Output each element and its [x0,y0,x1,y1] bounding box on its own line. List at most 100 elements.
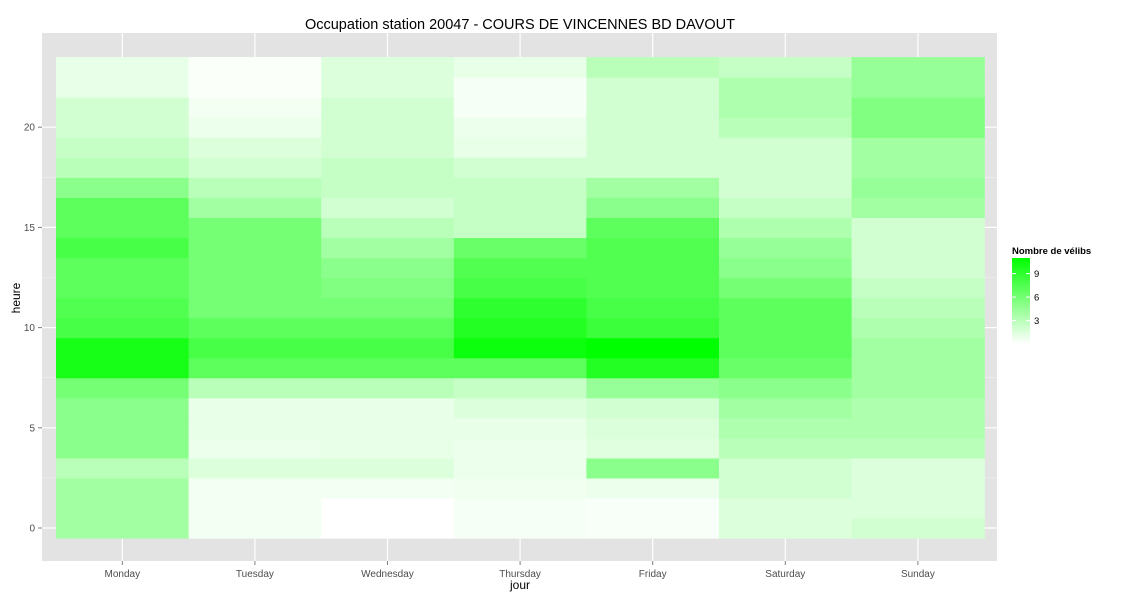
heatmap-cell [852,458,985,479]
heatmap-cell [852,398,985,419]
heatmap-cell [852,197,985,218]
heatmap-cell [586,278,719,299]
heatmap-cell [586,97,719,118]
heatmap-cell [586,518,719,539]
heatmap-cell [454,498,587,519]
heatmap-cell [852,358,985,379]
x-tick-label: Monday [105,569,141,580]
heatmap-cell [719,478,852,499]
heatmap-cell [719,358,852,379]
heatmap-cell [719,137,852,158]
y-axis-title: heure [9,282,23,313]
y-axis: 05101520 [24,123,42,535]
heatmap-cell [189,398,322,419]
heatmap-cell [719,378,852,399]
heatmap-cell [454,257,587,278]
heatmap-cell [56,177,189,198]
heatmap-cell [56,298,189,319]
heatmap-cell [454,237,587,258]
heatmap-cell [56,418,189,439]
heatmap-cell [56,498,189,519]
heatmap-cell [719,458,852,479]
heatmap-cell [852,518,985,539]
heatmap-cell [56,97,189,118]
heatmap-cell [56,518,189,539]
heatmap-cell [56,378,189,399]
heatmap-cell [719,318,852,339]
heatmap-cell [852,117,985,138]
heatmap-cell [719,177,852,198]
heatmap-cell [321,318,454,339]
heatmap-cell [454,97,587,118]
heatmap-cell [586,237,719,258]
heatmap-cell [586,57,719,78]
heatmap-cell [189,458,322,479]
heatmap-cell [454,338,587,359]
heatmap-cell [321,518,454,539]
heatmap-cell [56,257,189,278]
heatmap-cell [852,157,985,178]
x-tick-label: Tuesday [236,569,274,580]
heatmap-cell [189,117,322,138]
heatmap-cell [454,217,587,238]
heatmap-cell [56,318,189,339]
heatmap-cell [852,378,985,399]
heatmap-cell [321,237,454,258]
heatmap-cell [852,257,985,278]
heatmap-cell [56,217,189,238]
heatmap-cell [321,458,454,479]
heatmap-cell [189,358,322,379]
heatmap-cell [321,358,454,379]
heatmap-cell [189,237,322,258]
heatmap-cell [719,237,852,258]
heatmap-cell [852,97,985,118]
heatmap-cell [454,458,587,479]
heatmap-cell [56,458,189,479]
heatmap-cell [586,418,719,439]
heatmap-cell [189,298,322,319]
heatmap-cell [189,418,322,439]
heatmap-cell [56,77,189,98]
heatmap-cell [719,217,852,238]
heatmap-cell [321,117,454,138]
heatmap-cell [56,57,189,78]
heatmap-cell [719,97,852,118]
heatmap-cell [189,57,322,78]
heatmap-cell [454,57,587,78]
heatmap-cell [454,518,587,539]
heatmap-cell [852,498,985,519]
heatmap-cell [586,378,719,399]
heatmap-cell [189,478,322,499]
heatmap-cell [321,298,454,319]
heatmap-cell [719,398,852,419]
heatmap-cell [852,438,985,459]
heatmap-cell [586,77,719,98]
heatmap-cell [56,157,189,178]
heatmap-cell [586,117,719,138]
heatmap-cell [586,217,719,238]
legend-label: 3 [1034,316,1039,327]
heatmap-cell [189,197,322,218]
heatmap-cell [321,157,454,178]
heatmap-cell [586,498,719,519]
heatmap-cell [852,77,985,98]
heatmap-cells [56,57,985,539]
heatmap-cell [852,318,985,339]
y-tick-label: 20 [24,123,36,134]
heatmap-cell [189,278,322,299]
heatmap-cell [321,398,454,419]
heatmap-cell [321,57,454,78]
heatmap-cell [321,378,454,399]
heatmap-cell [56,338,189,359]
heatmap-cell [189,77,322,98]
heatmap-cell [454,418,587,439]
x-axis-title: jour [509,578,530,592]
heatmap-cell [56,478,189,499]
heatmap-cell [852,338,985,359]
heatmap-cell [852,217,985,238]
x-tick-label: Saturday [765,569,805,580]
heatmap-cell [189,177,322,198]
heatmap-cell [189,438,322,459]
heatmap-cell [852,177,985,198]
